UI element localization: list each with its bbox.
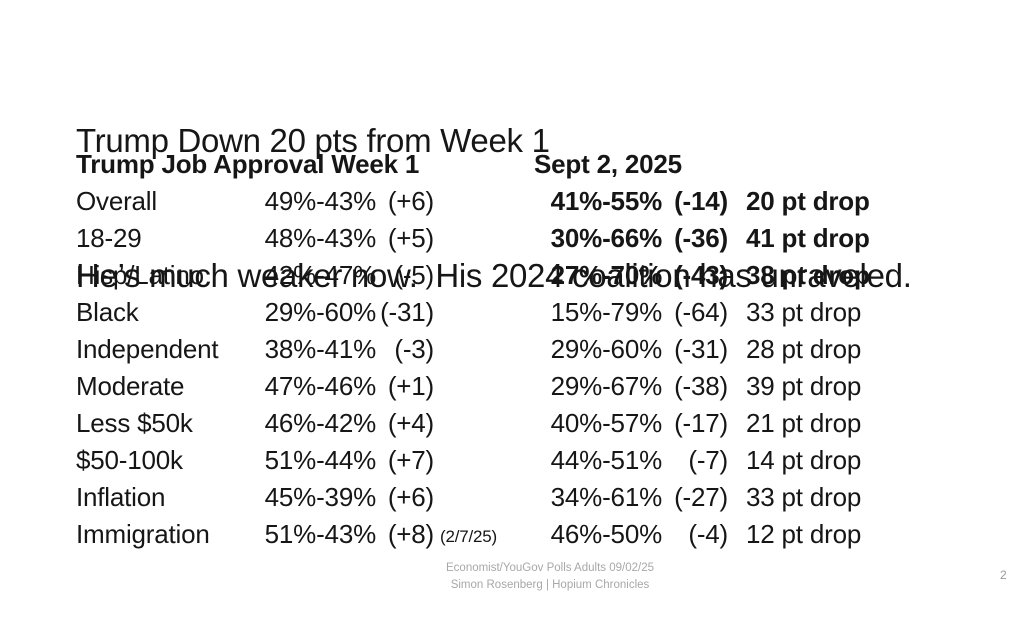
table-row: Hisp/Latino 42%-47% (-5) 27%-70% (-43) 38 pt … [76, 257, 870, 294]
poll-date-note [434, 200, 534, 204]
source-footer: Economist/YouGov Polls Adults 09/02/25 S… [350, 560, 750, 594]
poll-date-note [434, 496, 534, 500]
week1-approval: 46%-42% [264, 408, 377, 438]
source-footer-line1: Economist/YouGov Polls Adults 09/02/25 [446, 562, 654, 574]
table-row: $50-100k 51%-44% (+7) 44%-51% (-7) 14 pt drop [76, 442, 870, 479]
sept-approval: 40%-57% [550, 408, 663, 438]
approval-table: Trump Job Approval Week 1 Sept 2, 2025 O… [76, 146, 870, 553]
week1-margin: (+6) [387, 482, 434, 512]
week1-margin: (+7) [387, 445, 434, 475]
sept-approval: 29%-60% [550, 334, 663, 364]
row-label: Immigration [76, 519, 210, 549]
pt-drop: 28 pt drop [746, 334, 862, 364]
row-label: 18-29 [76, 223, 142, 253]
pt-drop: 12 pt drop [746, 519, 862, 549]
sept-margin: (-43) [674, 260, 728, 290]
sept-approval: 27%-70% [550, 260, 663, 290]
pt-drop: 38 pt drop [746, 260, 870, 290]
week1-margin: (+1) [387, 371, 434, 401]
week1-approval: 38%-41% [264, 334, 377, 364]
pt-drop: 41 pt drop [746, 223, 870, 253]
row-label: Independent [76, 334, 219, 364]
table-row: Black 29%-60% (-31) 15%-79% (-64) 33 pt drop [76, 294, 870, 331]
sept-approval: 41%-55% [550, 186, 663, 216]
sept-margin: (-4) [688, 519, 728, 549]
slide-title-line1: Trump Down 20 pts from Week 1 [76, 122, 550, 159]
week1-margin: (+5) [387, 223, 434, 253]
row-label: Less $50k [76, 408, 193, 438]
sept-margin: (-14) [674, 186, 728, 216]
column-header-week1: Trump Job Approval Week 1 [76, 149, 420, 179]
table-row: Independent 38%-41% (-3) 29%-60% (-31) 28 pt … [76, 331, 870, 368]
sept-approval: 29%-67% [550, 371, 663, 401]
pt-drop: 21 pt drop [746, 408, 862, 438]
week1-approval: 48%-43% [264, 223, 377, 253]
week1-approval: 51%-44% [264, 445, 377, 475]
source-footer-line2: Simon Rosenberg | Hopium Chronicles [450, 579, 650, 591]
poll-date-note [434, 385, 534, 389]
sept-approval: 44%-51% [550, 445, 663, 475]
page-number: 2 [1000, 568, 1007, 582]
sept-margin: (-64) [674, 297, 728, 327]
sept-approval: 30%-66% [550, 223, 663, 253]
slide-title: Trump Down 20 pts from Week 1 He’s much … [76, 28, 912, 388]
poll-date-note [434, 422, 534, 426]
week1-margin: (-31) [380, 297, 434, 327]
week1-approval: 29%-60% [264, 297, 377, 327]
week1-margin: (-5) [394, 260, 434, 290]
sept-margin: (-7) [688, 445, 728, 475]
table-row: Overall 49%-43% (+6) 41%-55% (-14) 20 pt drop [76, 183, 870, 220]
poll-date-note [434, 348, 534, 352]
sept-margin: (-36) [674, 223, 728, 253]
poll-date-note [434, 274, 534, 278]
week1-margin: (+6) [387, 186, 434, 216]
pt-drop: 14 pt drop [746, 445, 862, 475]
pt-drop: 33 pt drop [746, 297, 862, 327]
approval-table-body: Overall 49%-43% (+6) 41%-55% (-14) 20 pt drop… [76, 183, 870, 553]
table-row: Moderate 47%-46% (+1) 29%-67% (-38) 39 pt dro… [76, 368, 870, 405]
sept-approval: 46%-50% [550, 519, 663, 549]
sept-approval: 34%-61% [550, 482, 663, 512]
table-row: Immigration 51%-43% (+8) (2/7/25) 46%-50% (-4… [76, 516, 870, 553]
poll-date-note: (2/7/25) [440, 526, 497, 546]
poll-date-note [434, 237, 534, 241]
sept-margin: (-27) [674, 482, 728, 512]
row-label: $50-100k [76, 445, 183, 475]
poll-date-note [434, 311, 534, 315]
sept-approval: 15%-79% [550, 297, 663, 327]
pt-drop: 20 pt drop [746, 186, 870, 216]
slide-title-line2: He’s much weaker now. His 2024 coalition… [76, 257, 912, 294]
sept-margin: (-38) [674, 371, 728, 401]
row-label: Black [76, 297, 139, 327]
week1-approval: 45%-39% [264, 482, 377, 512]
sept-margin: (-31) [674, 334, 728, 364]
week1-margin: (+4) [387, 408, 434, 438]
row-label: Hisp/Latino [76, 260, 204, 290]
table-row: 18-29 48%-43% (+5) 30%-66% (-36) 41 pt drop [76, 220, 870, 257]
table-row: Inflation 45%-39% (+6) 34%-61% (-27) 33 pt dr… [76, 479, 870, 516]
week1-margin: (+8) [387, 519, 434, 549]
week1-approval: 47%-46% [264, 371, 377, 401]
column-header-sept: Sept 2, 2025 [534, 149, 682, 179]
poll-date-note [434, 459, 534, 463]
sept-margin: (-17) [674, 408, 728, 438]
row-label: Moderate [76, 371, 185, 401]
pt-drop: 39 pt drop [746, 371, 862, 401]
week1-approval: 42%-47% [264, 260, 377, 290]
row-label: Overall [76, 186, 157, 216]
pt-drop: 33 pt drop [746, 482, 862, 512]
week1-margin: (-3) [394, 334, 434, 364]
table-header-row: Trump Job Approval Week 1 Sept 2, 2025 [76, 146, 870, 183]
table-row: Less $50k 46%-42% (+4) 40%-57% (-17) 21 pt dr… [76, 405, 870, 442]
week1-approval: 49%-43% [264, 186, 377, 216]
row-label: Inflation [76, 482, 166, 512]
week1-approval: 51%-43% [264, 519, 377, 549]
